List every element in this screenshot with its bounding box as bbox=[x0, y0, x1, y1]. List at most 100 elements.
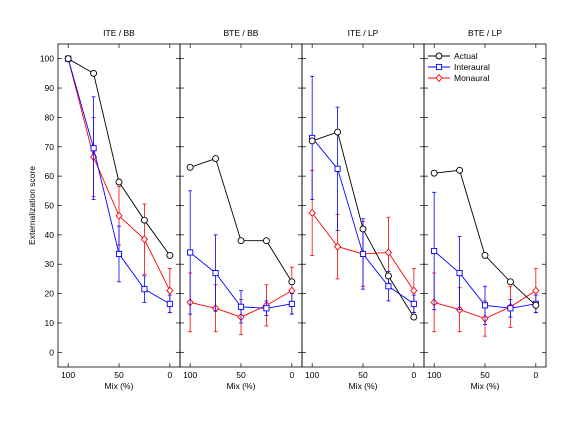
y-tick-label: 40 bbox=[45, 230, 55, 240]
panel-4: 100 50 0 BTE / LP Mix (%) ActualInterauralMon… bbox=[423, 28, 547, 391]
x-axis-label: Mix (%) bbox=[349, 381, 378, 391]
series-line bbox=[190, 157, 293, 283]
legend-marker bbox=[435, 52, 443, 60]
data-point bbox=[308, 208, 316, 217]
x-tick-label: 50 bbox=[114, 370, 124, 380]
data-point bbox=[333, 242, 342, 251]
x-tick-label: 50 bbox=[236, 370, 246, 380]
data-point bbox=[481, 251, 489, 259]
x-tick-label: 100 bbox=[183, 370, 197, 380]
data-point bbox=[166, 300, 173, 307]
data-point bbox=[410, 286, 418, 295]
data-point bbox=[456, 166, 464, 174]
panel-frame bbox=[301, 43, 425, 368]
data-point bbox=[334, 128, 342, 136]
x-tick-label: 100 bbox=[61, 370, 75, 380]
y-tick-label: 20 bbox=[45, 289, 55, 299]
data-point bbox=[64, 55, 72, 63]
data-point bbox=[506, 278, 514, 286]
data-point bbox=[481, 302, 489, 309]
data-point bbox=[532, 286, 540, 295]
y-tick-label: 90 bbox=[45, 83, 55, 93]
y-tick-label: 80 bbox=[45, 112, 55, 122]
series-interaural bbox=[431, 191, 539, 325]
x-tick-label: 100 bbox=[427, 370, 441, 380]
data-point bbox=[141, 286, 148, 293]
data-point bbox=[187, 249, 194, 256]
y-tick-label: 70 bbox=[45, 142, 55, 152]
data-point bbox=[237, 303, 245, 310]
data-point bbox=[115, 211, 123, 220]
data-point bbox=[115, 178, 123, 186]
y-tick-label: 60 bbox=[45, 171, 55, 181]
x-tick-label: 50 bbox=[480, 370, 490, 380]
data-point bbox=[90, 145, 97, 152]
legend-label: Interaural bbox=[454, 62, 490, 72]
data-point bbox=[431, 247, 438, 255]
data-point bbox=[384, 248, 393, 257]
data-point bbox=[166, 286, 174, 295]
data-point bbox=[456, 269, 463, 277]
x-axis-label: Mix (%) bbox=[471, 381, 500, 391]
x-tick-label: 0 bbox=[167, 370, 172, 380]
y-tick-label: 30 bbox=[45, 259, 55, 269]
data-point bbox=[140, 216, 148, 224]
data-point bbox=[410, 313, 418, 321]
data-point bbox=[288, 278, 296, 286]
data-point bbox=[212, 155, 220, 162]
series-actual bbox=[308, 128, 418, 321]
panel-1: 100 50 0 ITE / BB Mix (%) bbox=[57, 28, 181, 391]
series-line bbox=[434, 169, 537, 306]
data-point bbox=[288, 286, 296, 295]
series-interaural bbox=[187, 190, 295, 324]
series-interaural bbox=[309, 75, 417, 314]
data-point bbox=[90, 69, 98, 77]
data-point bbox=[308, 137, 316, 145]
x-tick-label: 0 bbox=[411, 370, 416, 380]
legend-marker bbox=[435, 63, 443, 71]
data-point bbox=[140, 235, 149, 244]
panel-3: 100 50 0 ITE / LP Mix (%) bbox=[301, 28, 425, 391]
data-point bbox=[410, 300, 417, 307]
data-point bbox=[384, 272, 392, 280]
y-tick-label: 0 bbox=[49, 347, 54, 357]
data-point bbox=[212, 269, 219, 277]
data-point bbox=[385, 283, 392, 290]
panel-2: 100 50 0 BTE / BB Mix (%) bbox=[179, 28, 303, 391]
data-point bbox=[115, 250, 123, 258]
panel-title: ITE / LP bbox=[348, 28, 379, 38]
series-actual bbox=[186, 155, 296, 286]
data-point bbox=[262, 237, 270, 245]
legend-label: Actual bbox=[454, 51, 478, 61]
series-actual bbox=[64, 55, 174, 259]
data-point bbox=[359, 225, 367, 233]
x-tick-label: 0 bbox=[289, 370, 294, 380]
y-axis-label: Externalization score bbox=[27, 166, 37, 245]
y-tick-label: 50 bbox=[45, 201, 55, 211]
series-actual bbox=[430, 166, 540, 309]
panel-title: ITE / BB bbox=[103, 28, 135, 38]
data-point bbox=[359, 250, 367, 258]
x-axis-label: Mix (%) bbox=[227, 381, 256, 391]
panel-title: BTE / BB bbox=[224, 28, 259, 38]
data-point bbox=[237, 237, 245, 245]
data-point bbox=[263, 305, 270, 312]
data-point bbox=[532, 301, 540, 309]
legend-label: Monaural bbox=[454, 73, 490, 83]
y-tick-label: 10 bbox=[45, 318, 55, 328]
legend-marker bbox=[435, 73, 443, 83]
data-point bbox=[334, 165, 341, 172]
x-tick-label: 100 bbox=[305, 370, 319, 380]
data-point bbox=[507, 305, 514, 312]
data-point bbox=[166, 251, 174, 259]
data-point bbox=[430, 169, 438, 177]
x-tick-label: 0 bbox=[533, 370, 538, 380]
panel-title: BTE / LP bbox=[468, 28, 502, 38]
data-point bbox=[288, 300, 295, 307]
data-point bbox=[186, 163, 194, 171]
x-tick-label: 50 bbox=[358, 370, 368, 380]
y-tick-label: 100 bbox=[40, 54, 54, 64]
x-axis-label: Mix (%) bbox=[105, 381, 134, 391]
